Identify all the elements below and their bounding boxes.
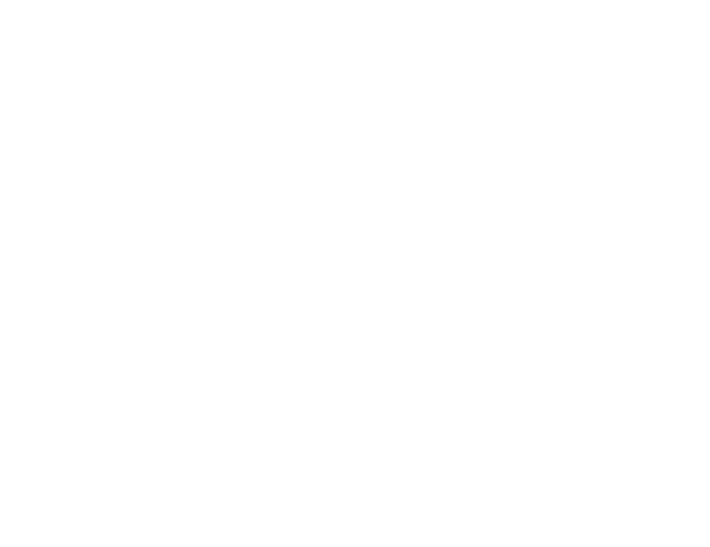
Text: (a): (a) <box>163 530 185 544</box>
Text: (b): (b) <box>523 530 545 544</box>
